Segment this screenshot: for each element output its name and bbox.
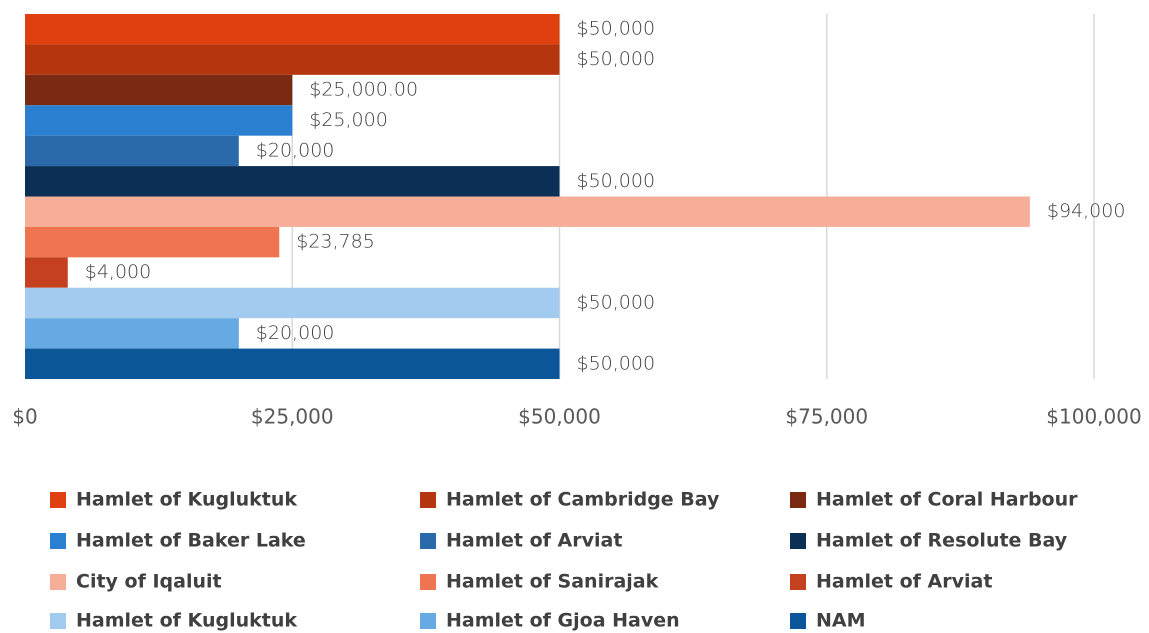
- bar: [25, 348, 560, 379]
- x-tick-label: $75,000: [785, 405, 868, 429]
- bar: [25, 74, 293, 106]
- legend-label: City of Iqaluit: [76, 571, 222, 593]
- legend-swatch: [790, 574, 806, 590]
- data-label: $50,000: [577, 291, 656, 313]
- data-label: $50,000: [577, 18, 656, 40]
- x-tick-label: $50,000: [518, 405, 601, 429]
- legend-swatch: [790, 533, 806, 549]
- bar: [25, 14, 560, 45]
- data-label: $25,000.00: [309, 79, 418, 101]
- legend-swatch: [420, 613, 436, 629]
- legend-label: Hamlet of Cambridge Bay: [446, 489, 720, 511]
- legend-swatch: [50, 533, 66, 549]
- legend-swatch: [790, 492, 806, 508]
- legend-swatch: [50, 574, 66, 590]
- legend-swatch: [420, 492, 436, 508]
- data-label: $23,785: [296, 231, 375, 253]
- data-label: $50,000: [577, 352, 656, 374]
- legend-label: Hamlet of Baker Lake: [76, 530, 306, 552]
- bar: [25, 105, 293, 136]
- legend-label: Hamlet of Sanirajak: [446, 571, 659, 593]
- data-label: $4,000: [85, 261, 151, 283]
- bar: [25, 196, 1030, 227]
- x-tick-label: $25,000: [251, 405, 334, 429]
- legend-label: Hamlet of Resolute Bay: [816, 530, 1068, 552]
- bar: [25, 318, 239, 349]
- legend-label: Hamlet of Arviat: [446, 530, 622, 552]
- legend-swatch: [420, 574, 436, 590]
- data-label: $50,000: [577, 170, 656, 192]
- x-tick-label: $100,000: [1046, 405, 1141, 429]
- data-label: $20,000: [256, 139, 335, 161]
- data-label: $25,000: [309, 109, 388, 131]
- legend-label: Hamlet of Gjoa Haven: [446, 610, 680, 632]
- bar: [25, 257, 68, 288]
- x-tick-label: $0: [12, 405, 37, 429]
- data-label: $20,000: [256, 322, 335, 344]
- legend-swatch: [50, 613, 66, 629]
- legend-label: NAM: [816, 610, 866, 632]
- legend-label: Hamlet of Coral Harbour: [816, 489, 1078, 511]
- data-label: $94,000: [1047, 200, 1126, 222]
- data-label: $50,000: [577, 48, 656, 70]
- legend-label: Hamlet of Kugluktuk: [76, 610, 297, 632]
- legend-swatch: [50, 492, 66, 508]
- bar: [25, 135, 239, 167]
- legend-label: Hamlet of Kugluktuk: [76, 489, 297, 511]
- bar: [25, 287, 560, 319]
- legend-swatch: [790, 613, 806, 629]
- bar: [25, 226, 280, 258]
- legend-label: Hamlet of Arviat: [816, 571, 992, 593]
- legend-swatch: [420, 533, 436, 549]
- bar: [25, 44, 560, 75]
- bar: [25, 166, 560, 197]
